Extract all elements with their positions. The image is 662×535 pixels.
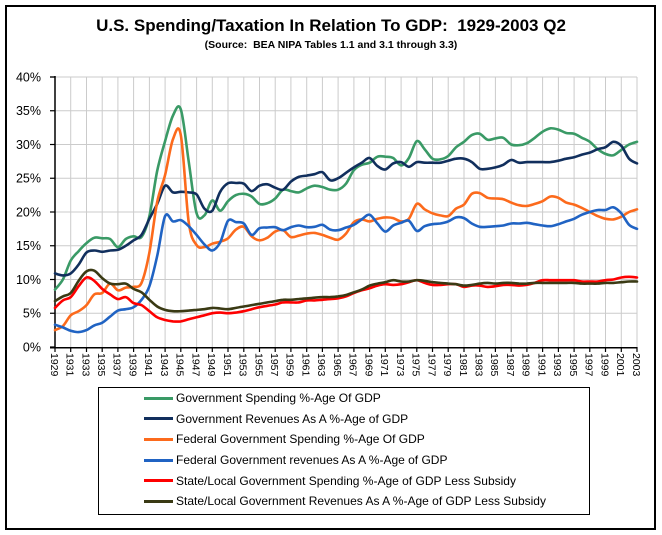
svg-text:1935: 1935 [95,353,107,377]
svg-text:30%: 30% [16,138,41,152]
svg-text:1933: 1933 [79,353,91,377]
svg-text:1939: 1939 [126,353,138,377]
svg-text:1937: 1937 [111,353,123,377]
svg-text:2003: 2003 [630,353,642,377]
svg-text:1957: 1957 [268,353,280,377]
svg-text:1959: 1959 [284,353,296,377]
svg-text:15%: 15% [16,239,41,253]
svg-text:1989: 1989 [520,353,532,377]
svg-text:1953: 1953 [237,353,249,377]
svg-text:1977: 1977 [425,353,437,377]
svg-text:1963: 1963 [315,353,327,377]
svg-text:1967: 1967 [347,353,359,377]
svg-text:1999: 1999 [598,353,610,377]
svg-text:1979: 1979 [441,353,453,377]
svg-text:10%: 10% [16,273,41,287]
svg-text:1993: 1993 [551,353,563,377]
svg-text:1931: 1931 [63,353,75,377]
svg-text:0%: 0% [23,340,41,354]
svg-text:25%: 25% [16,172,41,186]
svg-text:1951: 1951 [221,353,233,377]
svg-text:1949: 1949 [205,353,217,377]
svg-text:1945: 1945 [174,353,186,377]
svg-text:1955: 1955 [252,353,264,377]
svg-text:40%: 40% [16,70,41,84]
svg-text:5%: 5% [23,307,41,321]
svg-text:20%: 20% [16,205,41,219]
svg-text:35%: 35% [16,104,41,118]
svg-text:1981: 1981 [457,353,469,377]
svg-text:1987: 1987 [504,353,516,377]
svg-text:1975: 1975 [410,353,422,377]
svg-text:1971: 1971 [378,353,390,377]
svg-text:1985: 1985 [488,353,500,377]
svg-text:1961: 1961 [300,353,312,377]
svg-text:1947: 1947 [189,353,201,377]
svg-text:1991: 1991 [535,353,547,377]
svg-text:1973: 1973 [394,353,406,377]
svg-text:1983: 1983 [473,353,485,377]
svg-text:1941: 1941 [142,353,154,377]
svg-text:1997: 1997 [583,353,595,377]
svg-text:2001: 2001 [614,353,626,377]
svg-text:1995: 1995 [567,353,579,377]
svg-text:1969: 1969 [362,353,374,377]
svg-text:1965: 1965 [331,353,343,377]
svg-text:1929: 1929 [48,353,60,377]
svg-text:1943: 1943 [158,353,170,377]
